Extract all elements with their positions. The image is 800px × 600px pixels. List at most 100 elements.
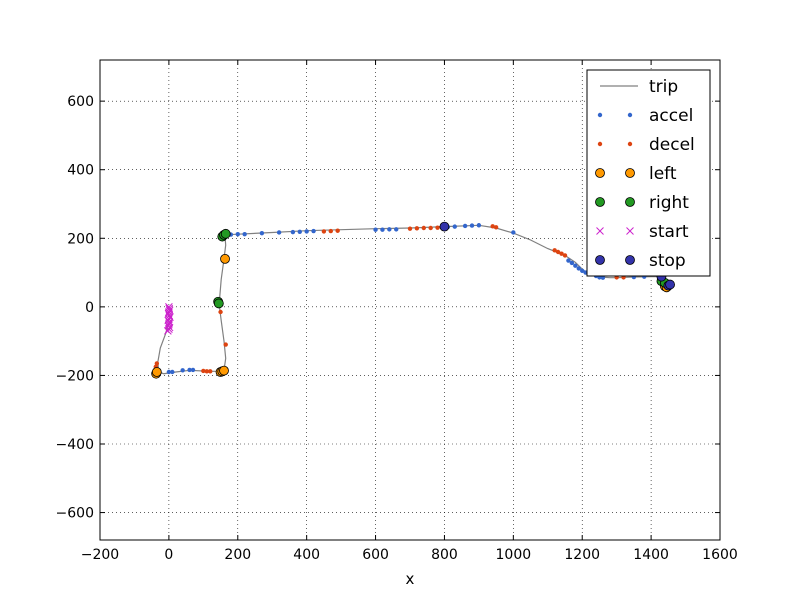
series-stop: [439, 221, 675, 291]
accel-point: [476, 223, 482, 228]
legend-marker: [597, 112, 603, 118]
decel-point: [428, 225, 433, 231]
left-point: [219, 365, 229, 376]
legend-box: [586, 69, 711, 277]
accel-point: [373, 227, 378, 232]
accel-point: [170, 369, 175, 375]
accel-point: [576, 266, 581, 271]
plot-frame: [99, 59, 721, 541]
accel-point: [242, 231, 247, 237]
accel-point: [297, 229, 302, 234]
legend-marker: [625, 168, 635, 178]
decel-point: [204, 369, 209, 374]
accel-point: [600, 275, 606, 280]
accel-point: [580, 268, 585, 274]
legend-label: right: [649, 193, 689, 213]
decel-point: [218, 309, 223, 315]
y-tick-label: −600: [56, 506, 94, 522]
accel-point: [573, 263, 578, 268]
legend-entry-start: start: [596, 222, 689, 242]
start-point-stroke-b: [165, 304, 174, 313]
legend-label: left: [649, 164, 677, 184]
decel-point: [201, 368, 206, 374]
decel-point: [559, 251, 564, 256]
legend-entry-accel: accel: [597, 106, 693, 126]
accel-point: [394, 227, 399, 232]
accel-point: [187, 367, 192, 373]
accel-point: [304, 229, 309, 234]
accel-point: [180, 368, 185, 373]
left-point: [151, 367, 162, 377]
legend-marker: [597, 141, 603, 147]
accel-point: [566, 258, 571, 263]
series-layer: [151, 221, 675, 379]
accel-point: [380, 227, 385, 232]
accel-point: [469, 223, 475, 228]
accel-point: [387, 227, 392, 232]
legend-marker: [595, 168, 605, 178]
legend-marker: [625, 255, 635, 265]
stop-point: [439, 221, 450, 232]
decel-point: [328, 228, 333, 234]
x-tick-label: 600: [362, 547, 389, 563]
accel-point: [462, 223, 468, 229]
legend-label: trip: [649, 77, 678, 97]
accel-point: [166, 369, 172, 375]
x-tick-label: 800: [431, 547, 458, 563]
start-point-stroke-b: [165, 311, 174, 320]
legend-marker: [595, 255, 605, 265]
legend-marker: [627, 112, 633, 118]
start-point-stroke-b: [164, 327, 172, 335]
x-tick-label: 200: [224, 547, 251, 563]
left-point: [220, 253, 230, 264]
decel-point: [208, 369, 213, 374]
x-axis-label: x: [406, 570, 415, 588]
legend-label: start: [649, 222, 689, 242]
decel-point: [555, 249, 561, 255]
y-tick-label: 400: [67, 163, 94, 179]
decel-point: [552, 248, 557, 253]
legend-marker: [595, 197, 605, 207]
legend: trip accel decel left right start stop: [586, 69, 711, 277]
decel-point: [421, 225, 426, 231]
decel-point: [435, 225, 440, 230]
legend-entry-right: right: [595, 193, 689, 213]
series-accel: [166, 223, 647, 375]
accel-point: [511, 230, 516, 235]
legend-marker-stroke-b: [596, 227, 604, 235]
legend-label: stop: [649, 251, 686, 271]
series-right: [213, 228, 670, 309]
decel-point: [321, 229, 327, 234]
x-tick-label: 1600: [702, 547, 738, 563]
decel-point: [223, 342, 228, 347]
accel-point: [190, 367, 196, 373]
right-point: [213, 298, 224, 309]
accel-point: [259, 230, 265, 236]
x-tick-label: 1000: [496, 547, 532, 563]
legend-marker-stroke-b: [626, 227, 634, 235]
accel-point: [290, 229, 296, 235]
y-tick-label: 0: [85, 300, 94, 316]
accel-point: [452, 224, 457, 229]
accel-point: [235, 231, 240, 237]
x-tick-label: 1200: [564, 547, 600, 563]
decel-point: [490, 224, 495, 229]
series-start: [164, 303, 174, 335]
legend-marker: [625, 197, 635, 207]
legend-label: accel: [649, 106, 693, 126]
legend-label: decel: [649, 135, 695, 155]
accel-point: [311, 228, 316, 234]
x-tick-label: 400: [293, 547, 320, 563]
y-tick-label: 200: [67, 231, 94, 247]
legend-entry-stop: stop: [595, 251, 686, 271]
decel-point: [414, 226, 420, 231]
decel-point: [407, 226, 413, 231]
decel-point: [154, 361, 160, 366]
accel-point: [276, 230, 282, 235]
tick-layer: −200 0 200 400 600 800 1000 1200 1400 1600 −600 −40…: [56, 60, 738, 563]
x-tick-label: 1400: [633, 547, 669, 563]
legend-entry-left: left: [595, 164, 677, 184]
x-tick-label: −200: [81, 547, 119, 563]
accel-point: [569, 260, 575, 266]
